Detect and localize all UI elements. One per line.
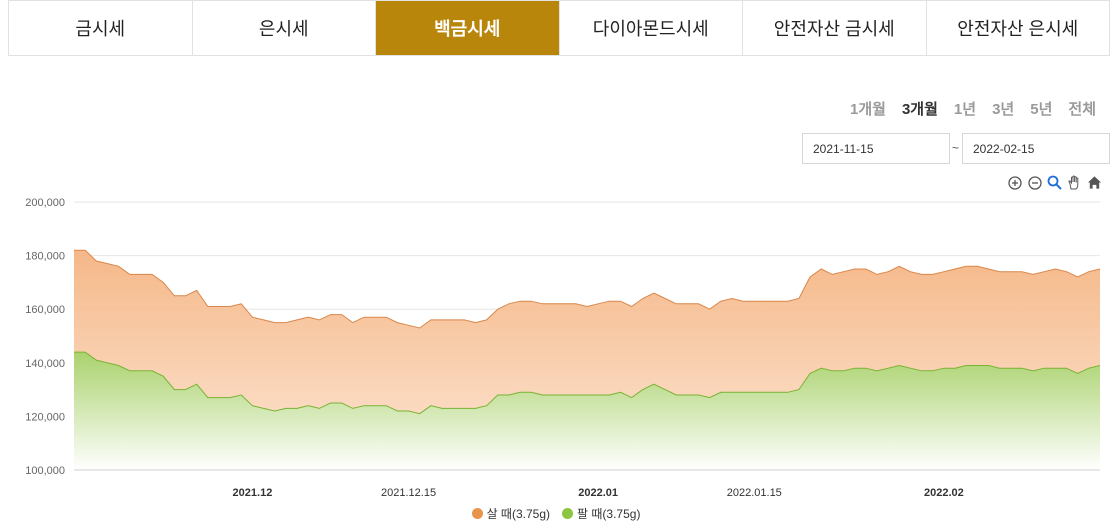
- x-tick-label: 2021.12: [233, 487, 273, 499]
- y-tick-label: 200,000: [25, 197, 65, 209]
- pan-hand-icon[interactable]: [1067, 175, 1082, 190]
- period-all-button[interactable]: 전체: [1068, 101, 1096, 118]
- price-chart: 100,000 120,000 140,000 160,000 180,000 200,0…: [25, 197, 1101, 499]
- chart-toolbar: [1007, 175, 1102, 190]
- tab-silver[interactable]: 은시세: [193, 1, 376, 55]
- legend-sell-label: 팔 때(3.75g): [577, 507, 641, 521]
- price-tabs: 금시세 은시세 백금시세 다이아몬드시세 안전자산 금시세 안전자산 은시세: [8, 0, 1110, 56]
- period-1m-button[interactable]: 1개월: [850, 101, 886, 118]
- x-tick-label: 2022.02: [924, 487, 964, 499]
- y-tick-label: 140,000: [25, 358, 65, 370]
- y-tick-label: 180,000: [25, 251, 65, 263]
- x-tick-label: 2022.01.15: [727, 487, 782, 499]
- y-tick-label: 100,000: [25, 465, 65, 477]
- chart-legend: 살 때(3.75g) 팔 때(3.75g): [0, 505, 1112, 522]
- period-selector: 1개월 3개월 1년 3년 5년 전체: [850, 98, 1096, 119]
- zoom-out-icon[interactable]: [1027, 175, 1042, 190]
- series-line-buy: [74, 249, 1101, 329]
- series-line-sell: [74, 351, 1101, 415]
- y-tick-label: 120,000: [25, 411, 65, 423]
- x-tick-label: 2022.01: [578, 487, 618, 499]
- tab-safe-gold[interactable]: 안전자산 금시세: [743, 1, 927, 55]
- tab-diamond[interactable]: 다이아몬드시세: [560, 1, 743, 55]
- date-separator: ~: [952, 141, 960, 155]
- home-icon[interactable]: [1087, 175, 1102, 190]
- tab-gold[interactable]: 금시세: [9, 1, 193, 55]
- date-from-input[interactable]: [802, 133, 950, 164]
- series-area-sell: [74, 352, 1100, 470]
- tab-safe-silver[interactable]: 안전자산 은시세: [957, 19, 1079, 39]
- period-3m-button[interactable]: 3개월: [901, 101, 938, 118]
- x-tick-label: 2021.12.15: [381, 487, 436, 499]
- tab-platinum[interactable]: 백금시세: [376, 1, 560, 55]
- legend-sell[interactable]: 팔 때(3.75g): [562, 505, 640, 522]
- zoom-in-icon[interactable]: [1007, 175, 1022, 190]
- legend-buy[interactable]: 살 때(3.75g): [471, 505, 550, 522]
- period-1y-button[interactable]: 1년: [953, 101, 977, 118]
- legend-buy-label: 살 때(3.75g): [486, 507, 550, 521]
- period-5y-button[interactable]: 5년: [1030, 101, 1053, 118]
- period-3y-button[interactable]: 3년: [992, 101, 1015, 118]
- magnify-icon[interactable]: [1047, 175, 1062, 190]
- legend-sell-marker: [562, 508, 573, 519]
- y-tick-label: 160,000: [25, 304, 65, 316]
- legend-buy-marker: [471, 508, 483, 519]
- date-to-input[interactable]: [962, 133, 1110, 164]
